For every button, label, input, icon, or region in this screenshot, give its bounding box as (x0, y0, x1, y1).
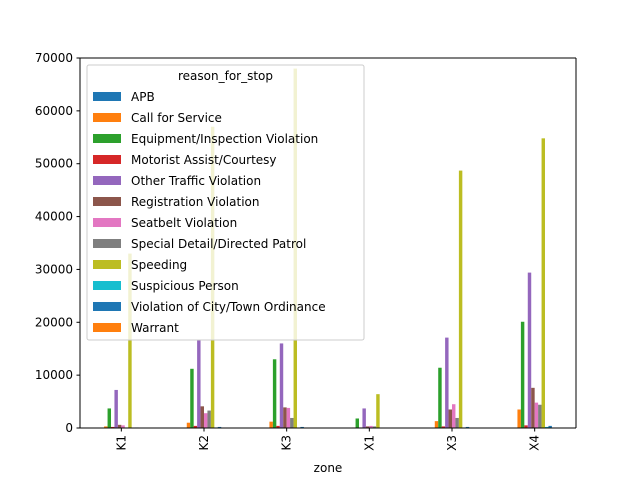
bar (441, 426, 446, 428)
bar (517, 409, 521, 428)
bar (448, 409, 452, 428)
y-tick-label: 40000 (35, 210, 73, 224)
bar (207, 410, 211, 428)
bar (545, 426, 549, 428)
x-axis-ticks: K1 K2 K3 X1 X3 X4 (114, 428, 542, 451)
x-axis-label: zone (314, 461, 343, 475)
x-tick-label: X3 (445, 435, 459, 451)
bar (355, 418, 359, 428)
bar (376, 394, 380, 428)
legend-swatch (93, 92, 121, 101)
bar (111, 426, 115, 428)
bar (279, 343, 284, 428)
y-tick-label: 50000 (35, 157, 73, 171)
bar (548, 425, 552, 428)
bar (204, 413, 208, 428)
bar (117, 424, 122, 428)
legend-label: Registration Violation (131, 195, 259, 209)
x-tick-label: X4 (528, 435, 542, 451)
bar (128, 253, 132, 428)
legend-label: Other Traffic Violation (131, 174, 261, 188)
x-tick-label: K3 (280, 435, 294, 451)
x-tick-label: K1 (114, 435, 128, 451)
bar (538, 404, 542, 428)
x-tick-label: X1 (362, 435, 376, 451)
bar (269, 421, 273, 428)
bar (455, 417, 459, 428)
legend-swatch (93, 323, 121, 332)
axes-group (79, 57, 577, 429)
legend-items: APB Call for Service Equipment/Inspection … (93, 90, 326, 335)
legend-label: Special Detail/Directed Patrol (131, 237, 306, 251)
y-tick-label: 60000 (35, 104, 73, 118)
legend-label: Seatbelt Violation (131, 216, 237, 230)
legend-swatch (93, 260, 121, 269)
bar (276, 425, 280, 428)
legend-swatch (93, 197, 121, 206)
bar (193, 425, 198, 428)
legend-label: Speeding (131, 258, 187, 272)
legend-label: Violation of City/Town Ordinance (131, 300, 326, 314)
y-tick-label: 70000 (35, 51, 73, 65)
bar (541, 138, 545, 428)
bar (531, 387, 535, 428)
bar (217, 426, 222, 428)
bar (121, 425, 125, 428)
bar (520, 321, 525, 428)
y-tick-label: 0 (65, 421, 73, 435)
bar (365, 426, 370, 428)
legend-swatch (93, 134, 121, 143)
bar (438, 367, 442, 428)
bar (458, 170, 463, 428)
legend-label: Call for Service (131, 111, 222, 125)
bar (524, 425, 528, 428)
bar (104, 426, 108, 428)
bar (286, 407, 291, 428)
bar (283, 407, 287, 428)
bar (445, 337, 449, 428)
bar (465, 426, 470, 428)
bar (534, 402, 539, 428)
y-tick-label: 30000 (35, 262, 73, 276)
y-axis-ticks: 0 10000 20000 30000 40000 50000 60000 70000 (35, 51, 80, 435)
legend-swatch (93, 302, 121, 311)
bar (362, 408, 366, 428)
legend-swatch (93, 239, 121, 248)
legend-label: Motorist Assist/Courtesy (131, 153, 277, 167)
bar (434, 421, 439, 428)
legend-label: Suspicious Person (131, 279, 239, 293)
legend-swatch (93, 218, 121, 227)
bar (452, 404, 456, 428)
bar (290, 417, 294, 428)
legend-swatch (93, 155, 121, 164)
legend-swatch (93, 176, 121, 185)
legend-frame (86, 64, 365, 341)
bar (200, 406, 204, 428)
bar (527, 272, 532, 428)
bar (190, 368, 194, 428)
bar (107, 408, 111, 428)
legend-title: reason_for_stop (178, 69, 273, 83)
legend-label: Equipment/Inspection Violation (131, 132, 318, 146)
y-tick-label: 20000 (35, 315, 73, 329)
y-tick-label: 10000 (35, 368, 73, 382)
legend-label: APB (131, 90, 155, 104)
legend-swatch (93, 113, 121, 122)
x-tick-label: K2 (197, 435, 211, 451)
bar (272, 359, 277, 428)
legend-swatch (93, 281, 121, 290)
bar (300, 426, 304, 428)
legend-label: Warrant (131, 321, 179, 335)
bar (372, 426, 377, 428)
legend: reason_for_stop APB Call for Service Equip… (86, 64, 365, 341)
bar (186, 422, 191, 428)
bar (369, 425, 373, 428)
bar (197, 340, 201, 428)
bar (114, 389, 118, 428)
